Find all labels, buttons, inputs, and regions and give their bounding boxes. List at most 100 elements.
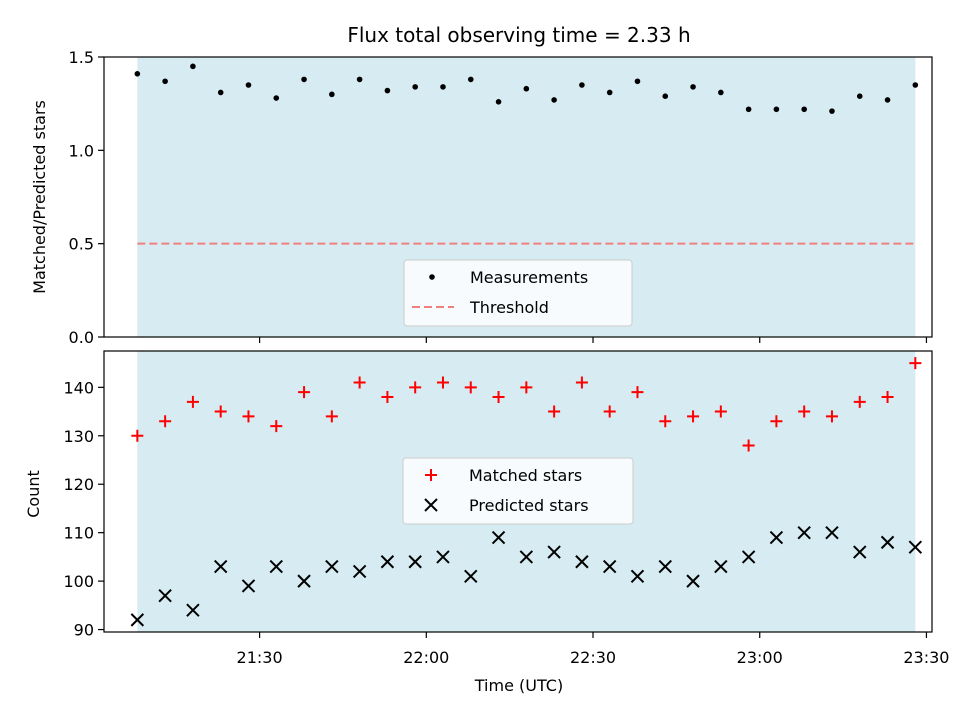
predicted-stars-point bbox=[436, 550, 450, 564]
measurement-point bbox=[356, 76, 363, 83]
measurement-point bbox=[329, 91, 335, 98]
y-tick-label: 1.5 bbox=[69, 48, 94, 67]
measurement-point bbox=[718, 89, 724, 96]
y-tick-label: 140 bbox=[63, 378, 94, 397]
legend-x-marker bbox=[424, 498, 438, 512]
matched-stars-point bbox=[631, 386, 644, 399]
y-tick-label: 1.0 bbox=[69, 141, 94, 160]
predicted-stars-point bbox=[491, 530, 506, 545]
predicted-stars-point bbox=[686, 574, 700, 588]
matched-stars-point bbox=[798, 405, 811, 418]
matched-stars-point bbox=[492, 391, 505, 404]
matched-stars-point bbox=[325, 410, 338, 423]
chart-title: Flux total observing time = 2.33 h bbox=[347, 23, 690, 47]
bottom-y-axis-label: Count bbox=[24, 470, 43, 518]
predicted-stars-point bbox=[408, 555, 422, 569]
predicted-stars-point bbox=[130, 613, 145, 627]
matched-stars-point bbox=[353, 376, 366, 389]
x-axis-label: Time (UTC) bbox=[474, 676, 563, 695]
measurement-point bbox=[606, 89, 613, 96]
y-tick-label: 90 bbox=[74, 621, 94, 640]
predicted-stars-point bbox=[547, 545, 561, 559]
predicted-stars-point bbox=[797, 525, 811, 540]
measurement-point bbox=[134, 71, 141, 77]
legend-plus-marker bbox=[425, 469, 437, 481]
matched-stars-point bbox=[270, 420, 283, 433]
measurement-point bbox=[773, 106, 780, 113]
predicted-stars-point bbox=[741, 550, 756, 564]
matched-stars-point bbox=[853, 395, 866, 408]
measurement-point bbox=[245, 82, 252, 88]
matched-stars-point bbox=[881, 391, 894, 404]
measurement-point bbox=[190, 63, 196, 70]
matched-stars-point bbox=[436, 376, 449, 389]
predicted-stars-point bbox=[880, 535, 895, 550]
matched-stars-point bbox=[186, 395, 199, 408]
matched-stars-point bbox=[714, 405, 727, 418]
bottom-panel: 90 100 110 120 130 140 21:30 22:00 22:30 23:00 23:… bbox=[63, 350, 949, 667]
predicted-stars-point bbox=[769, 530, 784, 545]
y-tick-label: 120 bbox=[63, 475, 94, 494]
matched-stars-point bbox=[409, 381, 422, 394]
predicted-stars-point bbox=[908, 540, 923, 554]
predicted-stars-point bbox=[325, 559, 339, 574]
measurement-point bbox=[467, 76, 474, 83]
matched-stars-point bbox=[131, 429, 144, 442]
matched-stars-point bbox=[770, 415, 783, 428]
predicted-stars-point bbox=[658, 559, 672, 574]
measurement-point bbox=[884, 97, 891, 103]
matched-stars-point bbox=[381, 391, 394, 404]
y-tick-label: 0.0 bbox=[69, 328, 94, 347]
predicted-stars-point bbox=[602, 559, 617, 574]
matched-stars-point bbox=[298, 386, 311, 399]
measurement-point bbox=[162, 78, 168, 85]
measurement-point bbox=[912, 82, 919, 88]
measurement-point bbox=[440, 84, 446, 90]
predicted-stars-point bbox=[380, 555, 395, 569]
matched-stars-point bbox=[464, 381, 477, 394]
predicted-stars-point bbox=[186, 603, 200, 617]
legend-label: Measurements bbox=[470, 268, 588, 287]
top-y-axis-label: Matched/Predicted stars bbox=[30, 100, 49, 294]
predicted-stars-point bbox=[158, 588, 172, 603]
predicted-stars-point bbox=[575, 555, 589, 569]
measurement-point bbox=[412, 84, 418, 90]
predicted-stars-point bbox=[464, 569, 478, 583]
matched-stars-point bbox=[575, 376, 588, 389]
matched-stars-point bbox=[742, 439, 755, 452]
legend-dot-marker bbox=[429, 274, 435, 280]
predicted-stars-point bbox=[630, 569, 645, 583]
matched-stars-point bbox=[242, 410, 255, 423]
bottom-axes-frame bbox=[103, 350, 933, 633]
matched-stars-point bbox=[659, 415, 672, 428]
matched-stars-point bbox=[520, 381, 533, 394]
predicted-stars-point bbox=[213, 559, 228, 574]
measurement-point bbox=[301, 76, 307, 83]
legend-label: Matched stars bbox=[469, 466, 582, 485]
measurement-point bbox=[634, 78, 641, 85]
x-tick-label: 22:00 bbox=[403, 648, 449, 667]
measurement-point bbox=[662, 93, 669, 99]
top-panel: 0.0 0.5 1.0 1.5 Measurements Threshold bbox=[69, 48, 933, 347]
measurement-point bbox=[273, 95, 280, 101]
predicted-stars-point bbox=[825, 525, 839, 540]
predicted-stars-point bbox=[352, 564, 367, 579]
matched-stars-point bbox=[687, 410, 700, 423]
matched-stars-point bbox=[159, 415, 172, 428]
matched-stars-point bbox=[909, 357, 922, 370]
predicted-stars-point bbox=[853, 545, 867, 559]
measurement-point bbox=[579, 82, 585, 88]
x-tick-label: 21:30 bbox=[237, 648, 283, 667]
matched-stars-point bbox=[214, 405, 227, 418]
y-tick-label: 0.5 bbox=[69, 235, 94, 254]
x-tick-label: 23:30 bbox=[903, 648, 949, 667]
measurement-point bbox=[217, 89, 224, 96]
y-tick-label: 130 bbox=[63, 427, 94, 446]
matched-stars-point bbox=[603, 405, 616, 418]
legend-label: Threshold bbox=[469, 298, 549, 317]
measurement-point bbox=[551, 97, 557, 103]
predicted-stars-point bbox=[297, 574, 311, 588]
legend-box bbox=[403, 259, 633, 327]
matched-stars-point bbox=[825, 410, 838, 423]
